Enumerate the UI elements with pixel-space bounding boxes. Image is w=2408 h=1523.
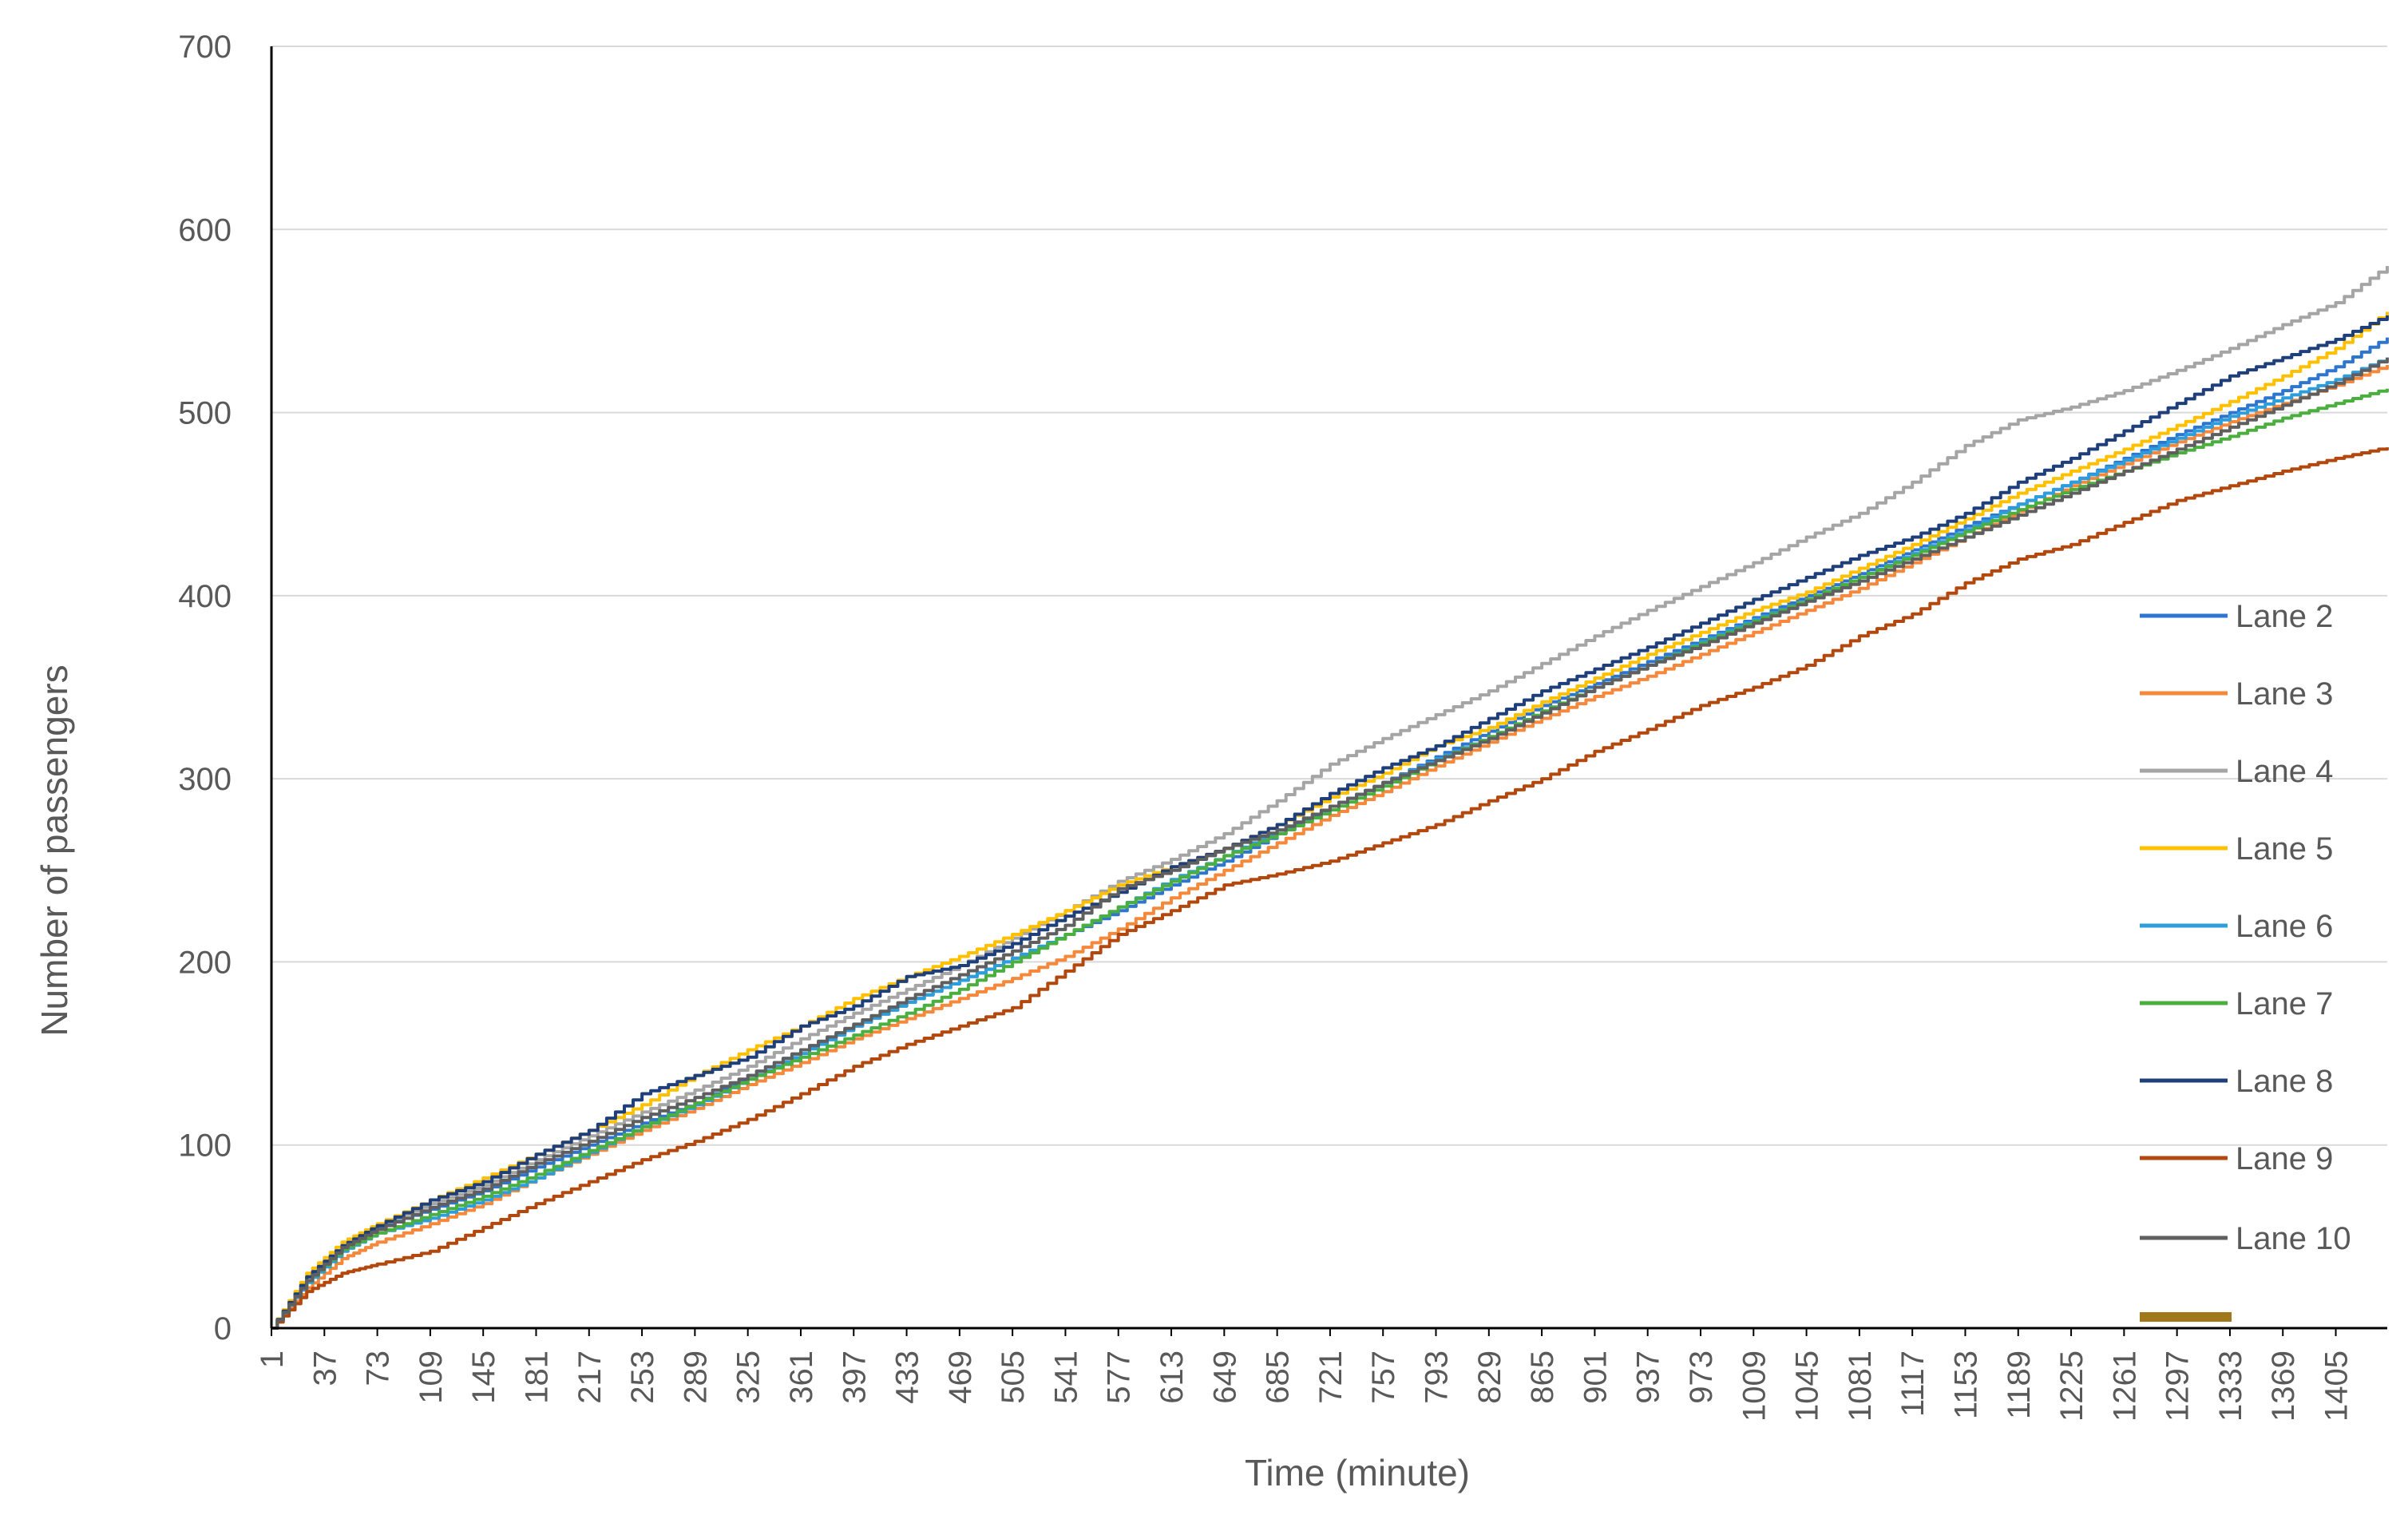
x-tick-label: 793	[1420, 1350, 1455, 1404]
x-tick-label: 73	[361, 1350, 396, 1386]
y-tick-label: 300	[178, 762, 232, 797]
legend-item: Lane 3	[2140, 676, 2333, 712]
legend-label: Lane 9	[2236, 1141, 2333, 1176]
x-tick-label: 181	[519, 1350, 554, 1404]
legend-label: Lane 8	[2236, 1064, 2333, 1099]
series-line-lane-9	[271, 447, 2389, 1330]
x-tick-label: 577	[1102, 1350, 1137, 1404]
legend-item: Lane 9	[2140, 1141, 2333, 1176]
y-axis-title: Number of passengers	[34, 664, 75, 1036]
gridlines	[271, 46, 2387, 1146]
x-tick-label: 433	[890, 1350, 925, 1404]
legend-label: Lane 2	[2236, 599, 2333, 634]
axes	[270, 46, 2387, 1336]
x-tick-label: 829	[1472, 1350, 1507, 1404]
legend-label: Lane 4	[2236, 754, 2333, 789]
x-axis-title: Time (minute)	[1245, 1452, 1470, 1493]
x-tick-label: 1117	[1895, 1350, 1931, 1417]
tick-labels: 0 100 200 300 400 500 600 700 1 37 73 109 145 181 217 2…	[178, 30, 2354, 1422]
x-tick-label: 217	[572, 1350, 608, 1404]
x-tick-label: 865	[1525, 1350, 1560, 1404]
x-tick-label: 1	[255, 1350, 290, 1368]
y-tick-label: 0	[214, 1311, 232, 1347]
x-tick-label: 1081	[1843, 1350, 1878, 1422]
x-tick-label: 721	[1313, 1350, 1349, 1404]
legend-item: Lane 4	[2140, 754, 2333, 789]
x-tick-label: 109	[414, 1350, 449, 1404]
legend-label: Lane 7	[2236, 986, 2333, 1021]
y-tick-label: 500	[178, 396, 232, 431]
legend-label: Lane 5	[2236, 831, 2333, 867]
x-tick-label: 1153	[1948, 1350, 1983, 1419]
legend-label: Lane 3	[2236, 676, 2333, 712]
series-line-lane-7	[271, 388, 2389, 1330]
x-tick-label: 1297	[2160, 1350, 2196, 1422]
x-tick-label: 1045	[1790, 1350, 1825, 1422]
legend-item: Lane 7	[2140, 986, 2333, 1021]
x-tick-label: 613	[1154, 1350, 1190, 1404]
x-tick-label: 289	[678, 1350, 713, 1404]
y-tick-label: 200	[178, 945, 232, 980]
series-line-lane-8	[271, 315, 2389, 1330]
x-tick-label: 469	[943, 1350, 978, 1404]
y-tick-label: 700	[178, 30, 232, 65]
legend-label: Lane 10	[2236, 1221, 2351, 1256]
legend-item: Lane 5	[2140, 831, 2333, 867]
legend-item: Lane 6	[2140, 909, 2333, 944]
legend-label: Lane 6	[2236, 909, 2333, 944]
x-tick-label: 937	[1631, 1350, 1666, 1404]
x-tick-label: 1369	[2266, 1350, 2301, 1422]
y-tick-label: 600	[178, 212, 232, 248]
x-tick-label: 37	[307, 1350, 343, 1386]
x-tick-label: 973	[1684, 1350, 1719, 1404]
x-tick-label: 901	[1578, 1350, 1613, 1404]
y-tick-label: 100	[178, 1128, 232, 1164]
x-tick-label: 757	[1366, 1350, 1401, 1404]
x-tick-label: 649	[1207, 1350, 1242, 1404]
x-tick-label: 1333	[2213, 1350, 2248, 1422]
x-tick-label: 1261	[2107, 1350, 2142, 1422]
x-tick-label: 361	[784, 1350, 819, 1404]
x-tick-label: 325	[731, 1350, 766, 1404]
legend-item: Lane 8	[2140, 1064, 2333, 1099]
series-lines	[271, 266, 2389, 1330]
x-tick-label: 1009	[1737, 1350, 1772, 1422]
x-tick-label: 685	[1261, 1350, 1296, 1404]
x-tick-label: 1225	[2054, 1350, 2089, 1422]
x-tick-label: 145	[466, 1350, 501, 1404]
legend-item: Lane 10	[2140, 1221, 2351, 1256]
x-tick-label: 253	[625, 1350, 660, 1404]
x-tick-label: 1189	[2002, 1350, 2037, 1419]
legend-item: Lane 2	[2140, 599, 2333, 634]
x-tick-label: 1405	[2319, 1350, 2355, 1422]
series-line-lane-10	[271, 357, 2389, 1330]
x-tick-label: 505	[996, 1350, 1031, 1404]
legend: Lane 2 Lane 3 Lane 4 Lane 5 Lane 6 Lane 7 Lane…	[2140, 599, 2351, 1322]
x-tick-label: 397	[837, 1350, 872, 1404]
x-tick-label: 541	[1048, 1350, 1083, 1404]
y-tick-label: 400	[178, 579, 232, 614]
